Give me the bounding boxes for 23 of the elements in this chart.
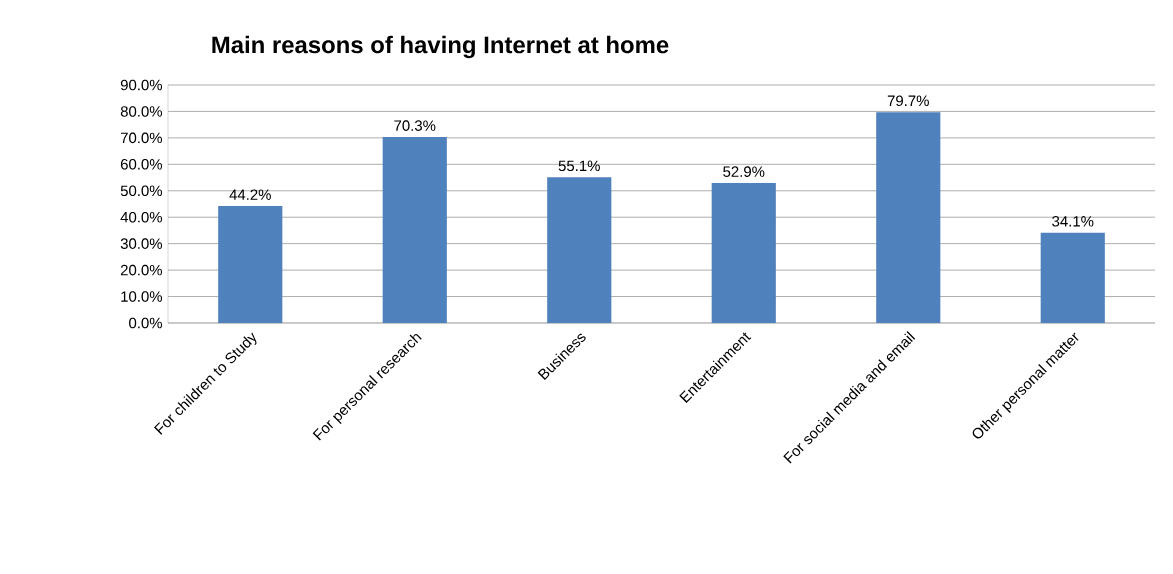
data-label: 52.9% [723, 166, 765, 177]
bar [547, 177, 612, 323]
y-tick-label: 20.0% [120, 264, 163, 276]
bar [382, 137, 447, 323]
y-tick-label: 0.0% [129, 317, 163, 329]
data-label: 34.1% [1052, 216, 1094, 227]
y-tick-label: 50.0% [120, 185, 163, 197]
y-tick-label: 80.0% [120, 106, 163, 117]
y-tick-label: 40.0% [120, 211, 163, 223]
data-label: 55.1% [558, 160, 600, 172]
y-tick-label: 10.0% [121, 291, 163, 302]
data-label: 79.7% [887, 95, 929, 107]
chart-title: Main reasons of having Internet at home [212, 35, 669, 59]
y-tick-label: 70.0% [120, 132, 163, 144]
bar [876, 112, 941, 323]
y-tick-label: 30.0% [120, 238, 163, 249]
bar [218, 206, 283, 323]
data-label: 44.2% [229, 189, 271, 200]
bar [711, 183, 776, 323]
data-label: 70.3% [394, 120, 436, 131]
y-tick-label: 60.0% [120, 159, 163, 170]
bar [1040, 232, 1105, 323]
y-tick-label: 90.0% [120, 79, 163, 91]
